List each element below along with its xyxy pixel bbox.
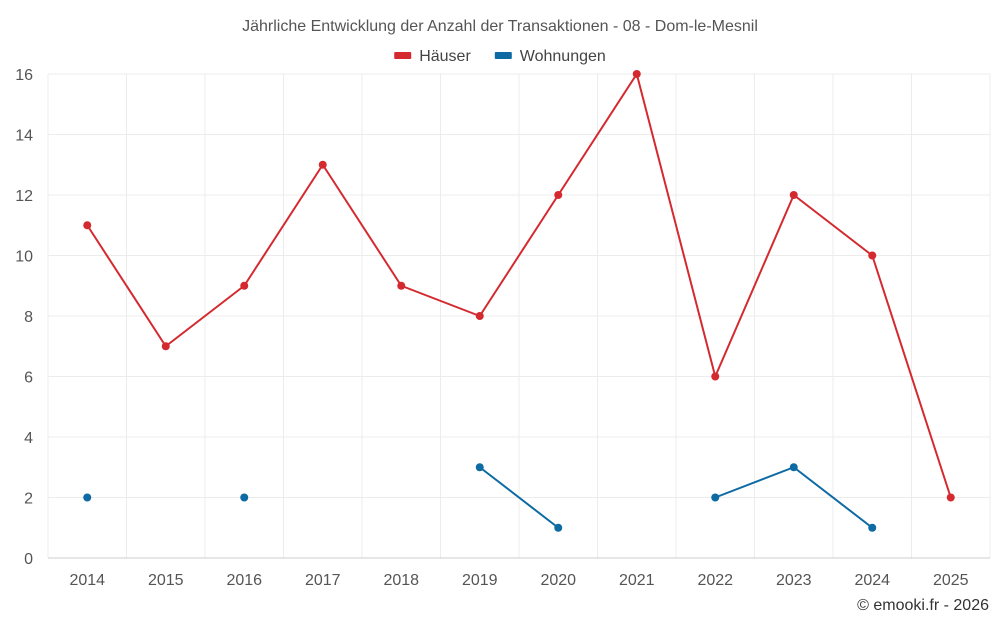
data-point[interactable] [868,523,877,532]
legend-swatch [494,52,512,59]
data-point[interactable] [789,191,798,199]
data-point[interactable] [240,493,249,502]
x-tick-label: 2017 [305,572,341,589]
y-tick-label: 0 [24,551,33,568]
y-tick-label: 6 [24,370,33,387]
y-tick-label: 4 [24,430,33,447]
data-point[interactable] [632,70,641,78]
data-point[interactable] [83,493,92,502]
x-tick-label: 2021 [619,572,655,589]
x-tick-label: 2016 [226,572,262,589]
y-tick-label: 16 [15,67,33,84]
x-tick-label: 2020 [540,572,576,589]
legend-swatch [394,52,412,59]
data-point[interactable] [475,463,484,472]
data-point[interactable] [711,493,720,502]
data-point[interactable] [475,312,484,320]
legend-item[interactable]: Häuser [394,48,471,65]
x-tick-label: 2018 [383,572,419,589]
series-line [86,73,952,499]
data-point[interactable] [161,342,170,351]
data-point[interactable] [240,281,249,290]
data-point[interactable] [946,493,955,502]
series-0 [83,70,955,502]
chart-title: Jährliche Entwicklung der Anzahl der Tra… [242,18,758,35]
data-point[interactable] [868,251,877,260]
data-point[interactable] [397,281,406,290]
x-tick-label: 2023 [776,572,812,589]
data-point[interactable] [554,523,563,532]
series-line [478,466,560,529]
grid [47,73,991,558]
series [83,70,955,532]
series-1 [83,463,877,532]
data-point[interactable] [83,221,92,230]
data-point[interactable] [711,372,720,381]
axes: 0 2 4 6 8 10 12 14 16 2014 2015 2016 2017 2018 2019 202… [15,67,990,589]
data-point[interactable] [789,463,798,472]
x-tick-label: 2024 [854,572,890,589]
x-tick-label: 2015 [148,572,184,589]
data-point[interactable] [318,160,327,169]
y-tick-label: 2 [24,491,33,508]
x-tick-label: 2022 [697,572,733,589]
x-tick-label: 2025 [933,572,969,589]
legend-label: Häuser [419,48,471,65]
y-tick-label: 10 [15,249,33,266]
legend-label: Wohnungen [520,48,606,65]
credit-text: © emooki.fr - 2026 [857,597,989,614]
legend: Häuser Wohnungen [394,48,606,65]
x-tick-label: 2019 [462,572,498,589]
y-tick-label: 12 [15,188,33,205]
x-tick-label: 2014 [69,572,105,589]
legend-item[interactable]: Wohnungen [494,48,606,65]
data-point[interactable] [554,191,563,199]
y-tick-label: 8 [24,309,33,326]
y-tick-label: 14 [15,128,33,145]
